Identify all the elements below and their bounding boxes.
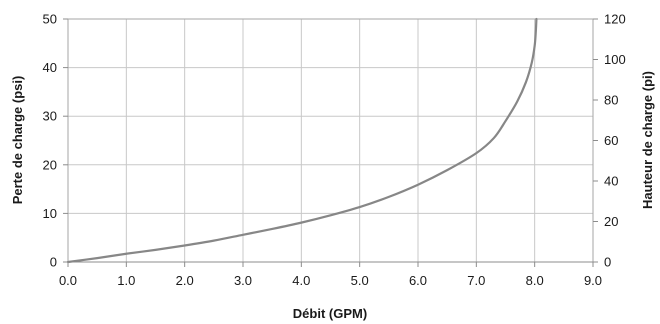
x-tick-label: 0.0 xyxy=(59,273,77,288)
x-tick-label: 6.0 xyxy=(409,273,427,288)
plot-frame xyxy=(67,18,594,263)
x-tick-label: 4.0 xyxy=(292,273,310,288)
y2-tick-label: 100 xyxy=(604,52,626,67)
x-tick-label: 3.0 xyxy=(234,273,252,288)
series-group xyxy=(66,17,538,264)
x-tick-label: 8.0 xyxy=(526,273,544,288)
y-tick-label: 20 xyxy=(43,157,57,172)
y-tick-label: 50 xyxy=(43,12,57,27)
y2-tick-label: 0 xyxy=(604,255,611,270)
x-axis-title: Débit (GPM) xyxy=(293,306,367,321)
y2-axis-ticks: 0 20 40 60 80 100 120 xyxy=(593,12,626,270)
y-tick-label: 10 xyxy=(43,206,57,221)
y2-axis-title: Hauteur de charge (pi) xyxy=(640,71,655,209)
x-tick-label: 9.0 xyxy=(584,273,602,288)
y-tick-label: 0 xyxy=(50,255,57,270)
y2-tick-label: 120 xyxy=(604,12,626,27)
plot-area-border xyxy=(67,18,594,263)
series-line xyxy=(66,17,538,264)
grid xyxy=(68,19,593,262)
x-axis-ticks: 0.0 1.0 2.0 3.0 4.0 5.0 6.0 7.0 8.0 9.0 xyxy=(59,262,602,288)
x-tick-label: 2.0 xyxy=(176,273,194,288)
y2-tick-label: 40 xyxy=(604,174,618,189)
y2-tick-label: 60 xyxy=(604,133,618,148)
x-tick-label: 1.0 xyxy=(117,273,135,288)
y2-tick-label: 80 xyxy=(604,93,618,108)
y-axis-ticks: 0 10 20 30 40 50 xyxy=(43,12,68,270)
x-tick-label: 5.0 xyxy=(351,273,369,288)
y2-tick-label: 20 xyxy=(604,214,618,229)
y-tick-label: 30 xyxy=(43,109,57,124)
y-axis-title: Perte de charge (psi) xyxy=(10,76,25,205)
y-tick-label: 40 xyxy=(43,60,57,75)
x-tick-label: 7.0 xyxy=(467,273,485,288)
